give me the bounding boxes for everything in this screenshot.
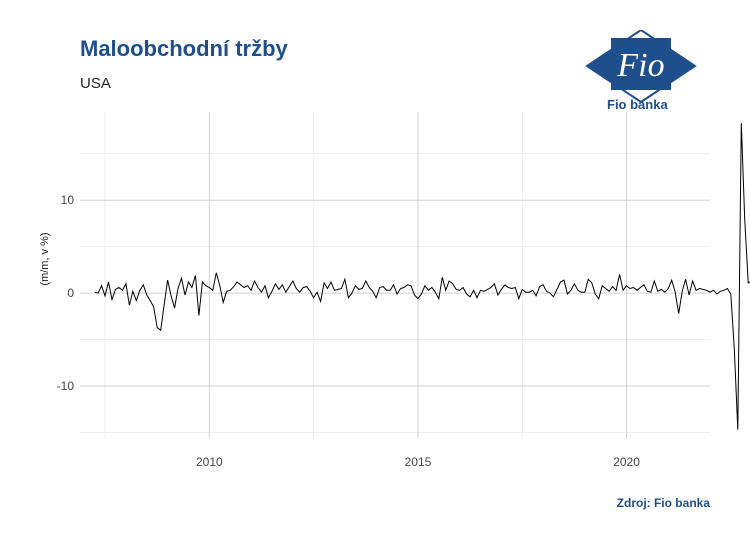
logo-text: Fio — [616, 47, 664, 84]
y-tick-label: 0 — [67, 286, 74, 300]
x-tick-label: 2020 — [613, 455, 640, 469]
y-axis-label: (m/m, v %) — [39, 232, 51, 285]
series-line — [94, 123, 750, 430]
y-tick-label: 10 — [61, 193, 75, 207]
chart-subtitle: USA — [80, 75, 111, 92]
chart-title: Maloobchodní tržby — [80, 36, 288, 61]
y-tick-label: -10 — [57, 379, 75, 393]
source-note: Zdroj: Fio banka — [616, 496, 710, 510]
brand-name: Fio banka — [607, 97, 668, 112]
x-tick-label: 2010 — [196, 455, 223, 469]
fio-logo-icon: Fio — [585, 30, 697, 104]
x-tick-label: 2015 — [405, 455, 432, 469]
